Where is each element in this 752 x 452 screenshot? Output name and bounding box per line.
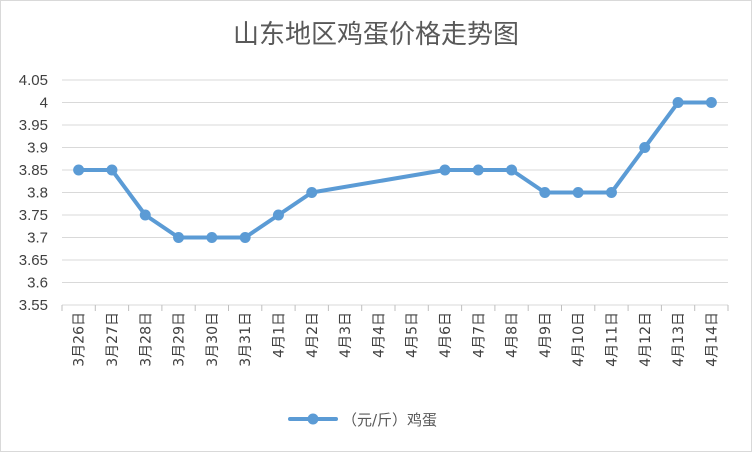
y-tick-label: 3.7 — [27, 230, 48, 247]
x-tick-label: 3月31日 — [238, 312, 254, 367]
data-point — [173, 232, 185, 243]
y-tick-label: 4.05 — [19, 72, 48, 89]
y-tick-label: 3.85 — [19, 162, 48, 179]
x-tick-label: 3月26日 — [72, 312, 88, 367]
y-tick-label: 3.65 — [19, 252, 48, 269]
data-point — [705, 97, 717, 108]
x-tick-label: 3月27日 — [105, 312, 121, 367]
x-tick-label: 4月14日 — [704, 312, 720, 367]
data-point — [272, 209, 284, 221]
x-tick-label: 4月11日 — [604, 312, 620, 367]
legend-label: （元/斤）鸡蛋 — [342, 411, 437, 429]
x-tick-label: 4月12日 — [638, 312, 654, 367]
legend-marker — [307, 413, 319, 425]
x-tick-label: 4月2日 — [305, 312, 321, 358]
x-tick-label: 4月7日 — [471, 312, 487, 358]
x-tick-label: 4月10日 — [571, 312, 587, 367]
data-point — [139, 209, 151, 221]
x-tick-label: 3月29日 — [172, 312, 188, 367]
x-tick-label: 4月9日 — [538, 312, 554, 358]
y-tick-label: 3.95 — [19, 117, 48, 134]
data-point — [506, 164, 518, 176]
y-tick-label: 3.9 — [27, 140, 48, 157]
y-tick-label: 3.55 — [19, 297, 48, 314]
x-tick-label: 3月30日 — [205, 312, 221, 367]
y-tick-label: 3.8 — [27, 185, 48, 202]
data-point — [539, 187, 551, 198]
x-tick-label: 4月4日 — [371, 312, 387, 358]
x-tick-label: 4月3日 — [338, 312, 354, 358]
data-point — [306, 187, 318, 198]
data-point — [472, 164, 484, 176]
x-tick-label: 4月6日 — [438, 312, 454, 358]
x-tick-label: 4月5日 — [405, 312, 421, 358]
x-tick-label: 4月1日 — [271, 312, 287, 358]
data-point — [639, 142, 651, 153]
data-point — [239, 232, 251, 243]
data-point — [206, 232, 218, 243]
data-point — [439, 164, 451, 176]
chart-title: 山东地区鸡蛋价格走势图 — [232, 20, 519, 50]
data-point — [672, 97, 684, 108]
x-tick-label: 4月13日 — [671, 312, 687, 367]
x-tick-label: 4月8日 — [505, 312, 521, 358]
data-point — [73, 164, 85, 176]
y-tick-label: 3.75 — [19, 207, 48, 224]
x-tick-label: 3月28日 — [138, 312, 154, 367]
y-tick-label: 4 — [40, 95, 48, 112]
data-point — [106, 164, 118, 176]
data-point — [572, 187, 584, 198]
y-tick-label: 3.6 — [27, 275, 48, 292]
data-point — [605, 187, 617, 198]
